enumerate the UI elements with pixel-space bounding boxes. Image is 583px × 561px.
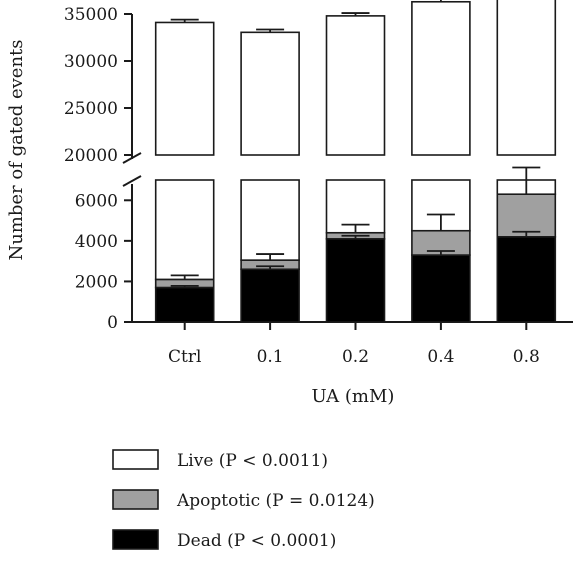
- axis-break-mark: [122, 152, 142, 164]
- x-tick-label: 0.1: [257, 347, 284, 367]
- bar-segment-upper-2-3: [411, 0, 471, 156]
- legend-swatch: [112, 449, 159, 470]
- bar-segment-2-1: [240, 179, 300, 261]
- legend-label: Apoptotic (P = 0.0124): [176, 491, 375, 511]
- legend-label: Live (P < 0.0011): [177, 451, 328, 471]
- bar-segment-0-0: [154, 286, 215, 323]
- legend-swatch: [112, 489, 159, 510]
- bar-segment-0-2: [325, 238, 386, 323]
- x-tick-labels: Ctrl 0.1 0.2 0.4 0.8: [168, 322, 540, 367]
- x-tick-label: 0.2: [342, 347, 369, 367]
- axis-break-mark: [122, 175, 142, 187]
- y-tick-label: 6000: [75, 191, 118, 211]
- y-tick-label: 35000: [64, 5, 118, 25]
- bars-group: [154, 0, 557, 323]
- x-tick-label: 0.8: [513, 347, 540, 367]
- bar-segment-1-4: [496, 193, 557, 238]
- x-tick-label: Ctrl: [168, 347, 201, 367]
- y-tick-label: 0: [107, 313, 118, 333]
- bar-segment-2-0: [154, 179, 215, 281]
- y-tick-label: 25000: [64, 99, 118, 119]
- bar-segment-0-4: [496, 236, 557, 323]
- x-axis-title: UA (mM): [312, 386, 395, 407]
- legend: Live (P < 0.0011) Apoptotic (P = 0.0124) D…: [112, 449, 375, 551]
- x-tick-label: 0.4: [427, 347, 454, 367]
- bar-segment-0-3: [411, 254, 471, 323]
- error-bars-group: [170, 0, 541, 288]
- y-tick-label: 30000: [64, 52, 118, 72]
- upper-axis-group: 20000 25000 30000 35000: [64, 5, 142, 166]
- y-tick-label: 20000: [64, 146, 118, 166]
- bar-segment-0-1: [240, 268, 300, 323]
- y-tick-label: 4000: [75, 232, 118, 252]
- bar-segment-upper-2-2: [325, 15, 386, 156]
- bar-segment-upper-2-4: [496, 0, 557, 156]
- legend-label: Dead (P < 0.0001): [177, 531, 336, 551]
- y-axis-title: Number of gated events: [6, 39, 27, 260]
- bar-segment-upper-2-1: [240, 31, 300, 156]
- legend-swatch: [112, 529, 159, 550]
- bar-segment-upper-2-0: [154, 21, 215, 156]
- y-tick-label: 2000: [75, 272, 118, 292]
